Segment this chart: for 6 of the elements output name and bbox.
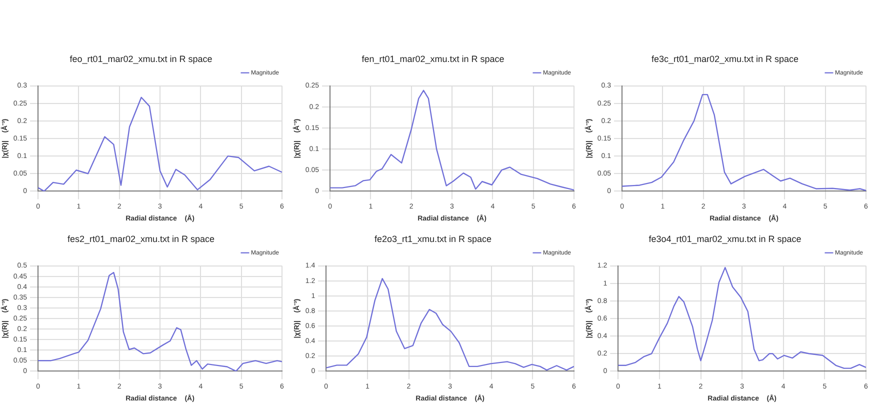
chart-title: fes2_rt01_mar02_xmu.txt in R space bbox=[67, 234, 215, 244]
chart-title: feo_rt01_mar02_xmu.txt in R space bbox=[70, 54, 212, 64]
chart-title: fe3o4_rt01_mar02_xmu.txt in R space bbox=[648, 234, 802, 244]
chart-title: fe3c_rt01_mar02_xmu.txt in R space bbox=[651, 54, 799, 64]
chart-title: fe2o3_rt1_xmu.txt in R space bbox=[374, 234, 492, 244]
chart-title: fen_rt01_mar02_xmu.txt in R space bbox=[362, 54, 504, 64]
